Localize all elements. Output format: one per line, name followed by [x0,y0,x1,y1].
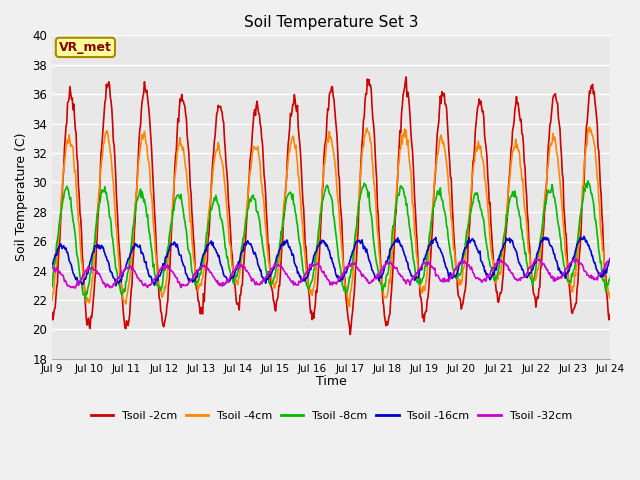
Tsoil -32cm [607,256,614,262]
Title: Soil Temperature Set 3: Soil Temperature Set 3 [244,15,419,30]
Tsoil -32cm [58,272,66,277]
Tsoil -4cm [586,124,593,130]
Tsoil -2cm [417,295,425,300]
Tsoil -16cm [58,246,66,252]
Tsoil -2cm [400,89,408,95]
Tsoil -16cm [48,262,56,268]
Tsoil -4cm [400,132,408,138]
Tsoil -2cm [607,311,614,317]
Tsoil -2cm [172,148,180,154]
Tsoil -8cm [607,274,614,279]
Text: VR_met: VR_met [59,41,112,54]
Tsoil -8cm [48,284,56,289]
Tsoil -16cm [607,255,614,261]
Tsoil -16cm [400,249,408,255]
Tsoil -32cm [72,285,79,291]
Tsoil -32cm [48,264,56,269]
Tsoil -16cm [112,283,120,288]
Line: Tsoil -16cm: Tsoil -16cm [52,236,611,286]
X-axis label: Time: Time [316,375,347,388]
Tsoil -4cm [172,161,180,167]
Tsoil -2cm [202,271,210,276]
Tsoil -2cm [48,310,56,315]
Tsoil -4cm [202,247,210,253]
Tsoil -4cm [416,285,424,291]
Tsoil -16cm [580,233,588,239]
Tsoil -32cm [203,265,211,271]
Tsoil -32cm [416,266,424,272]
Tsoil -32cm [572,256,580,262]
Tsoil -2cm [346,332,354,337]
Tsoil -32cm [116,271,124,276]
Tsoil -8cm [116,288,124,293]
Tsoil -8cm [203,230,211,236]
Tsoil -8cm [416,276,424,281]
Tsoil -8cm [400,189,408,195]
Y-axis label: Soil Temperature (C): Soil Temperature (C) [15,133,28,262]
Tsoil -8cm [584,178,592,184]
Tsoil -8cm [58,203,66,208]
Tsoil -2cm [116,248,124,254]
Tsoil -4cm [607,291,614,297]
Tsoil -16cm [116,277,124,283]
Tsoil -2cm [403,74,410,80]
Tsoil -8cm [173,193,181,199]
Tsoil -16cm [416,267,424,273]
Line: Tsoil -32cm: Tsoil -32cm [52,259,611,288]
Tsoil -2cm [58,192,66,197]
Tsoil -32cm [400,277,408,283]
Tsoil -4cm [58,188,66,194]
Tsoil -4cm [48,298,56,303]
Tsoil -8cm [81,296,89,301]
Legend: Tsoil -2cm, Tsoil -4cm, Tsoil -8cm, Tsoil -16cm, Tsoil -32cm: Tsoil -2cm, Tsoil -4cm, Tsoil -8cm, Tsoi… [86,407,576,425]
Line: Tsoil -4cm: Tsoil -4cm [52,127,611,307]
Line: Tsoil -8cm: Tsoil -8cm [52,181,611,299]
Tsoil -4cm [346,304,353,310]
Tsoil -16cm [173,241,181,247]
Tsoil -32cm [173,275,181,281]
Line: Tsoil -2cm: Tsoil -2cm [52,77,611,335]
Tsoil -16cm [203,244,211,250]
Tsoil -4cm [116,270,124,276]
